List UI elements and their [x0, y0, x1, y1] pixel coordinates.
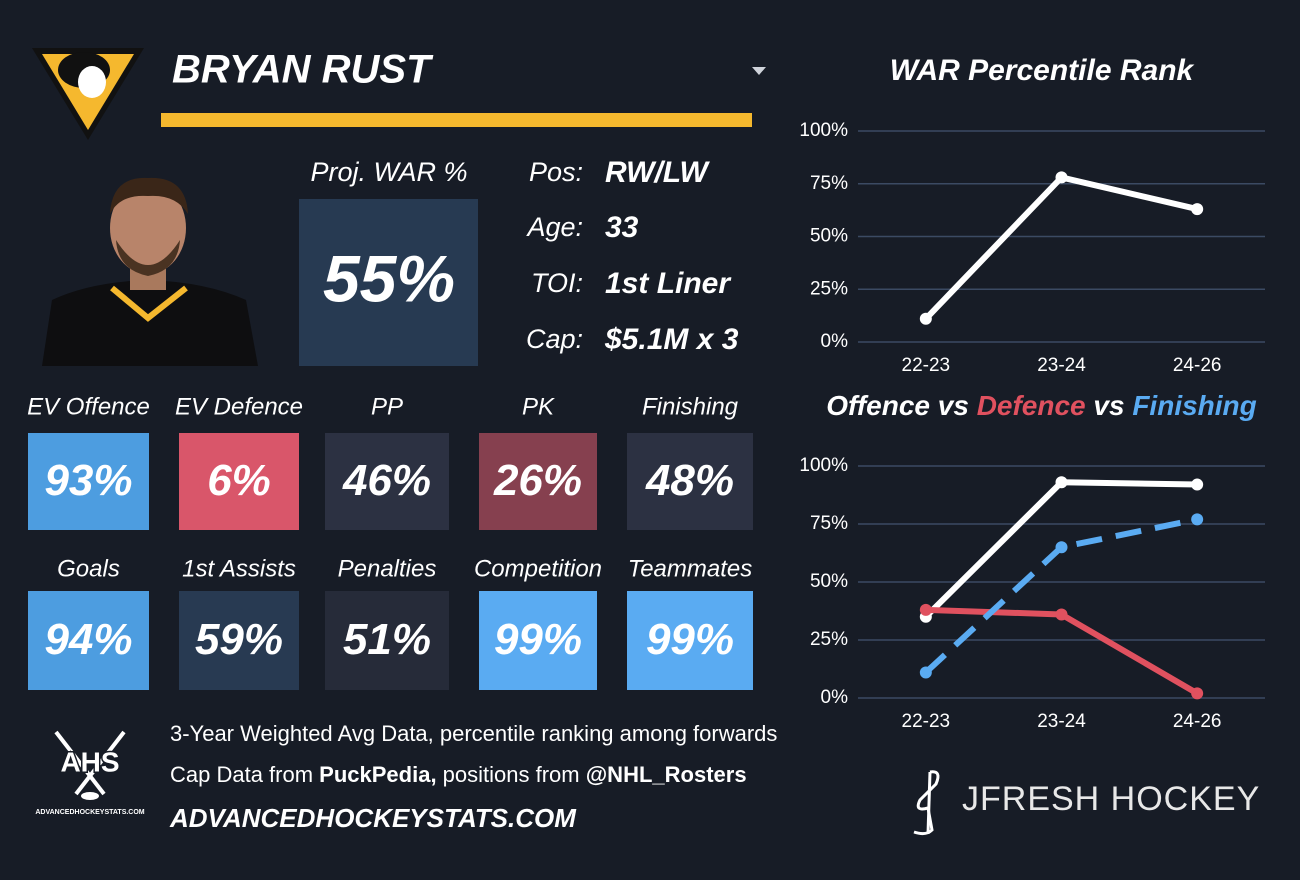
y-tick-label: 100%: [799, 120, 848, 141]
tile-label: EV Defence: [175, 393, 303, 420]
title-part: vs: [930, 390, 977, 421]
point: [1191, 478, 1204, 491]
x-tick-label: 23-24: [1037, 355, 1086, 376]
team-logo: [32, 48, 144, 140]
tile-value: 93%: [44, 456, 132, 505]
footer-line: Cap Data from PuckPedia, positions from …: [170, 762, 747, 787]
proj-war-box: [299, 199, 478, 366]
footer-part: PuckPedia,: [319, 762, 436, 787]
y-tick-label: 25%: [810, 278, 848, 299]
info-label: Age:: [525, 212, 583, 242]
point: [919, 666, 932, 679]
name-underline: [161, 113, 752, 127]
info-list: Pos: RW/LW Age: 33 TOI: 1st Liner Cap: $5.1M x …: [525, 156, 738, 356]
tile-label: EV Offence: [27, 393, 150, 420]
title-part: Defence: [977, 390, 1086, 421]
ahs-logo: AHS ADVANCEDHOCKEYSTATS.COM: [35, 730, 145, 816]
info-value: 33: [605, 211, 639, 244]
y-tick-label: 50%: [810, 571, 848, 592]
tile-label: Finishing: [642, 393, 739, 420]
point: [1055, 541, 1068, 554]
tile-value: 94%: [44, 615, 132, 664]
y-tick-label: 0%: [821, 687, 849, 708]
y-tick-label: 0%: [821, 331, 849, 352]
info-label: Pos:: [529, 157, 583, 187]
ahs-logo-text: AHS: [60, 746, 119, 777]
tile-label: Competition: [474, 555, 602, 582]
tile: [627, 433, 753, 530]
tile-label: Goals: [57, 555, 120, 582]
x-tick-label: 22-23: [902, 711, 951, 732]
footer-part: @NHL_Rosters: [586, 762, 747, 787]
point: [919, 312, 932, 325]
info-label: Cap:: [526, 324, 583, 354]
tile: [479, 433, 597, 530]
tile: [479, 591, 597, 690]
ahs-logo-url: ADVANCEDHOCKEYSTATS.COM: [35, 809, 144, 816]
info-value: $5.1M x 3: [604, 323, 739, 356]
tile: [325, 433, 449, 530]
info-value: 1st Liner: [605, 267, 732, 300]
player-photo: [42, 177, 258, 366]
point: [1055, 608, 1068, 621]
title-part: Finishing: [1132, 390, 1256, 421]
tile: [28, 433, 149, 530]
footer-part: Cap Data from: [170, 762, 319, 787]
point: [1191, 203, 1204, 216]
y-tick-label: 75%: [810, 513, 848, 534]
player-name: BRYAN RUST: [172, 48, 434, 92]
tile-label: 1st Assists: [182, 555, 296, 582]
jfresh-text: JFRESH HOCKEY: [962, 780, 1260, 818]
chart-title: Offence vs Defence vs Finishing: [826, 390, 1257, 421]
x-tick-label: 24-26: [1173, 355, 1222, 376]
tile: [627, 591, 753, 690]
footer-site: ADVANCEDHOCKEYSTATS.COM: [169, 803, 577, 833]
x-tick-label: 23-24: [1037, 711, 1086, 732]
y-tick-label: 100%: [799, 455, 848, 476]
x-tick-label: 22-23: [902, 355, 951, 376]
chart-title: WAR Percentile Rank: [890, 54, 1195, 87]
dropdown-arrow[interactable]: [752, 67, 766, 75]
point: [919, 603, 932, 616]
tile-value: 26%: [493, 456, 582, 505]
title-part: Offence: [826, 390, 930, 421]
tile: [179, 433, 299, 530]
point: [1191, 513, 1204, 526]
x-tick-label: 24-26: [1173, 711, 1222, 732]
tile: [28, 591, 149, 690]
tile-value: 99%: [646, 615, 734, 664]
info-label: TOI:: [531, 268, 583, 298]
tile-label: PP: [371, 393, 403, 420]
tile-value: 6%: [207, 456, 271, 505]
tile-value: 59%: [195, 615, 283, 664]
jfresh-logo: JFRESH HOCKEY: [913, 770, 1260, 836]
footer-part: positions from: [437, 762, 586, 787]
info-value: RW/LW: [605, 156, 710, 189]
y-tick-label: 25%: [810, 629, 848, 650]
tile-label: Penalties: [338, 555, 437, 582]
proj-war-value: 55%: [323, 241, 455, 315]
tile: [179, 591, 299, 690]
stat-tiles: EV Offence 93% EV Defence 6% PP 46% PK 26% Finis…: [27, 393, 753, 690]
title-part: vs: [1086, 390, 1133, 421]
point: [1055, 476, 1068, 489]
tile-value: 46%: [342, 456, 431, 505]
footer-line: 3-Year Weighted Avg Data, percentile ran…: [170, 721, 777, 746]
tile-value: 48%: [645, 456, 734, 505]
point: [1055, 171, 1068, 184]
y-tick-label: 75%: [810, 173, 848, 194]
y-tick-label: 50%: [810, 226, 848, 247]
point: [1191, 687, 1204, 700]
proj-war-label: Proj. WAR %: [310, 157, 467, 187]
tile-label: Teammates: [628, 555, 753, 582]
tile-value: 51%: [343, 615, 431, 664]
tile-value: 99%: [494, 615, 582, 664]
tile: [325, 591, 449, 690]
tile-label: PK: [522, 393, 555, 420]
